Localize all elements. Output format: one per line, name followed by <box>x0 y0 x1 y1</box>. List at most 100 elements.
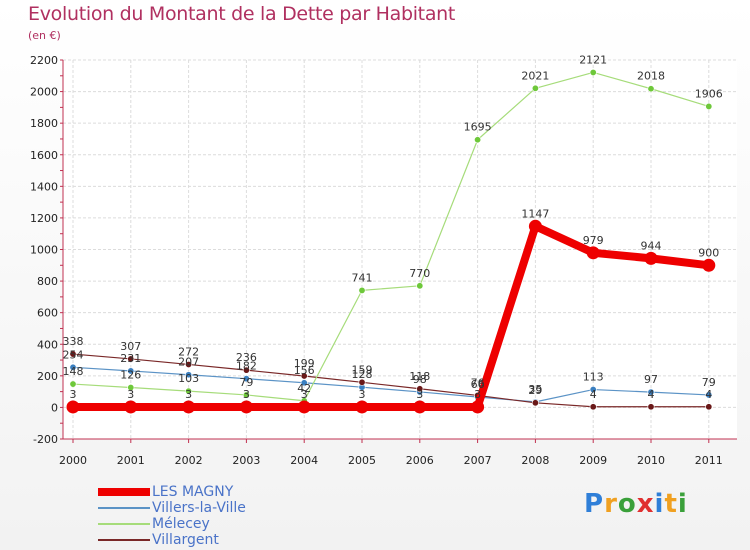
data-label: 79 <box>702 376 716 389</box>
data-point <box>416 385 424 393</box>
legend-swatch <box>98 523 150 525</box>
y-tick-label: 2000 <box>30 86 58 99</box>
proxiti-logo: Proxiti <box>584 489 688 519</box>
data-label: 29 <box>528 384 542 397</box>
x-tick-label: 2000 <box>59 454 87 467</box>
x-tick-label: 2002 <box>175 454 203 467</box>
data-point <box>705 102 713 110</box>
logo-letter: t <box>664 489 678 519</box>
series-villers-la-ville <box>69 363 713 406</box>
legend-item-villargent: Villargent <box>98 532 246 548</box>
data-label: 1906 <box>695 87 723 100</box>
legend-label: LES MAGNY <box>152 484 234 500</box>
data-label: 126 <box>120 369 141 382</box>
legend-item-melecey: Mélecey <box>98 516 246 532</box>
data-label: 113 <box>583 371 604 384</box>
data-point <box>416 282 424 290</box>
data-point <box>66 400 80 414</box>
y-tick-label: -200 <box>33 433 58 446</box>
data-point <box>589 68 597 76</box>
data-point <box>644 251 658 265</box>
data-point <box>589 403 597 411</box>
data-point <box>185 360 193 368</box>
data-label: 3 <box>359 388 366 401</box>
data-label: 3 <box>301 388 308 401</box>
data-label: 97 <box>644 373 658 386</box>
data-label: 207 <box>178 356 199 369</box>
logo-letter: i <box>654 489 665 519</box>
data-label: 307 <box>120 340 141 353</box>
data-label: 741 <box>352 271 373 284</box>
data-label: 272 <box>178 345 199 358</box>
series-melecey <box>69 68 713 405</box>
data-label: 76 <box>471 376 485 389</box>
y-tick-label: 1800 <box>30 117 58 130</box>
data-label: 3 <box>127 388 134 401</box>
data-label: 4 <box>705 388 712 401</box>
x-tick-label: 2006 <box>406 454 434 467</box>
data-point <box>702 258 716 272</box>
series-lines <box>66 68 716 414</box>
data-label: 2121 <box>579 53 607 66</box>
axes: -200 0 200 400 600 800 1000 1200 1400 1600 1800 200… <box>30 54 737 467</box>
y-tick-label: 1200 <box>30 212 58 225</box>
data-point <box>242 375 250 383</box>
data-label: 159 <box>352 363 373 376</box>
data-label: 79 <box>239 376 253 389</box>
x-tick-label: 2004 <box>290 454 318 467</box>
logo-letter: P <box>584 489 605 519</box>
data-label: 199 <box>294 357 315 370</box>
logo-letter: i <box>677 489 688 519</box>
data-label: 3 <box>416 388 423 401</box>
data-point <box>300 379 308 387</box>
y-tick-label: 2200 <box>30 54 58 67</box>
legend-swatch <box>98 507 150 509</box>
data-point <box>647 388 655 396</box>
legend: LES MAGNY Villers-la-Ville Mélecey Villa… <box>98 484 246 548</box>
chart-title: Evolution du Montant de la Dette par Hab… <box>28 3 456 25</box>
data-point <box>69 380 77 388</box>
logo-letter: o <box>617 489 637 519</box>
data-label: 35 <box>528 383 542 396</box>
data-label: 254 <box>63 348 84 361</box>
data-point <box>239 400 253 414</box>
data-label: 338 <box>63 335 84 348</box>
data-point <box>647 403 655 411</box>
x-tick-label: 2008 <box>521 454 549 467</box>
x-tick-label: 2010 <box>637 454 665 467</box>
data-label: 900 <box>698 246 719 259</box>
data-point <box>705 403 713 411</box>
grid-lines <box>63 59 737 440</box>
x-tick-label: 2001 <box>117 454 145 467</box>
y-tick-label: 600 <box>37 307 58 320</box>
data-label: 148 <box>63 365 84 378</box>
data-label: 3 <box>185 388 192 401</box>
data-label: 236 <box>236 351 257 364</box>
data-label: 156 <box>294 364 315 377</box>
data-point <box>647 85 655 93</box>
data-label: 3 <box>243 388 250 401</box>
x-tick-label: 2007 <box>464 454 492 467</box>
data-point <box>474 136 482 144</box>
data-point <box>297 400 311 414</box>
legend-item-villers-la-ville: Villers-la-Ville <box>98 500 246 516</box>
data-label: 944 <box>641 239 662 252</box>
data-point <box>413 400 427 414</box>
data-point <box>124 400 138 414</box>
data-point <box>528 219 542 233</box>
data-label: 118 <box>409 370 430 383</box>
data-point <box>358 378 366 386</box>
data-labels: 254 231 207 182 156 128 98 66 35 113 97 79 338 307 272… <box>63 53 723 400</box>
data-point <box>358 286 366 294</box>
data-label: 103 <box>178 372 199 385</box>
data-label: 98 <box>413 373 427 386</box>
x-tick-label: 2011 <box>695 454 723 467</box>
data-label: 128 <box>352 368 373 381</box>
logo-letter: r <box>604 489 618 519</box>
series-les-magny <box>66 219 716 414</box>
data-point <box>69 350 77 358</box>
data-label: 979 <box>583 234 604 247</box>
y-tick-label: 800 <box>37 275 58 288</box>
data-label: 66 <box>471 378 485 391</box>
data-point <box>300 372 308 380</box>
